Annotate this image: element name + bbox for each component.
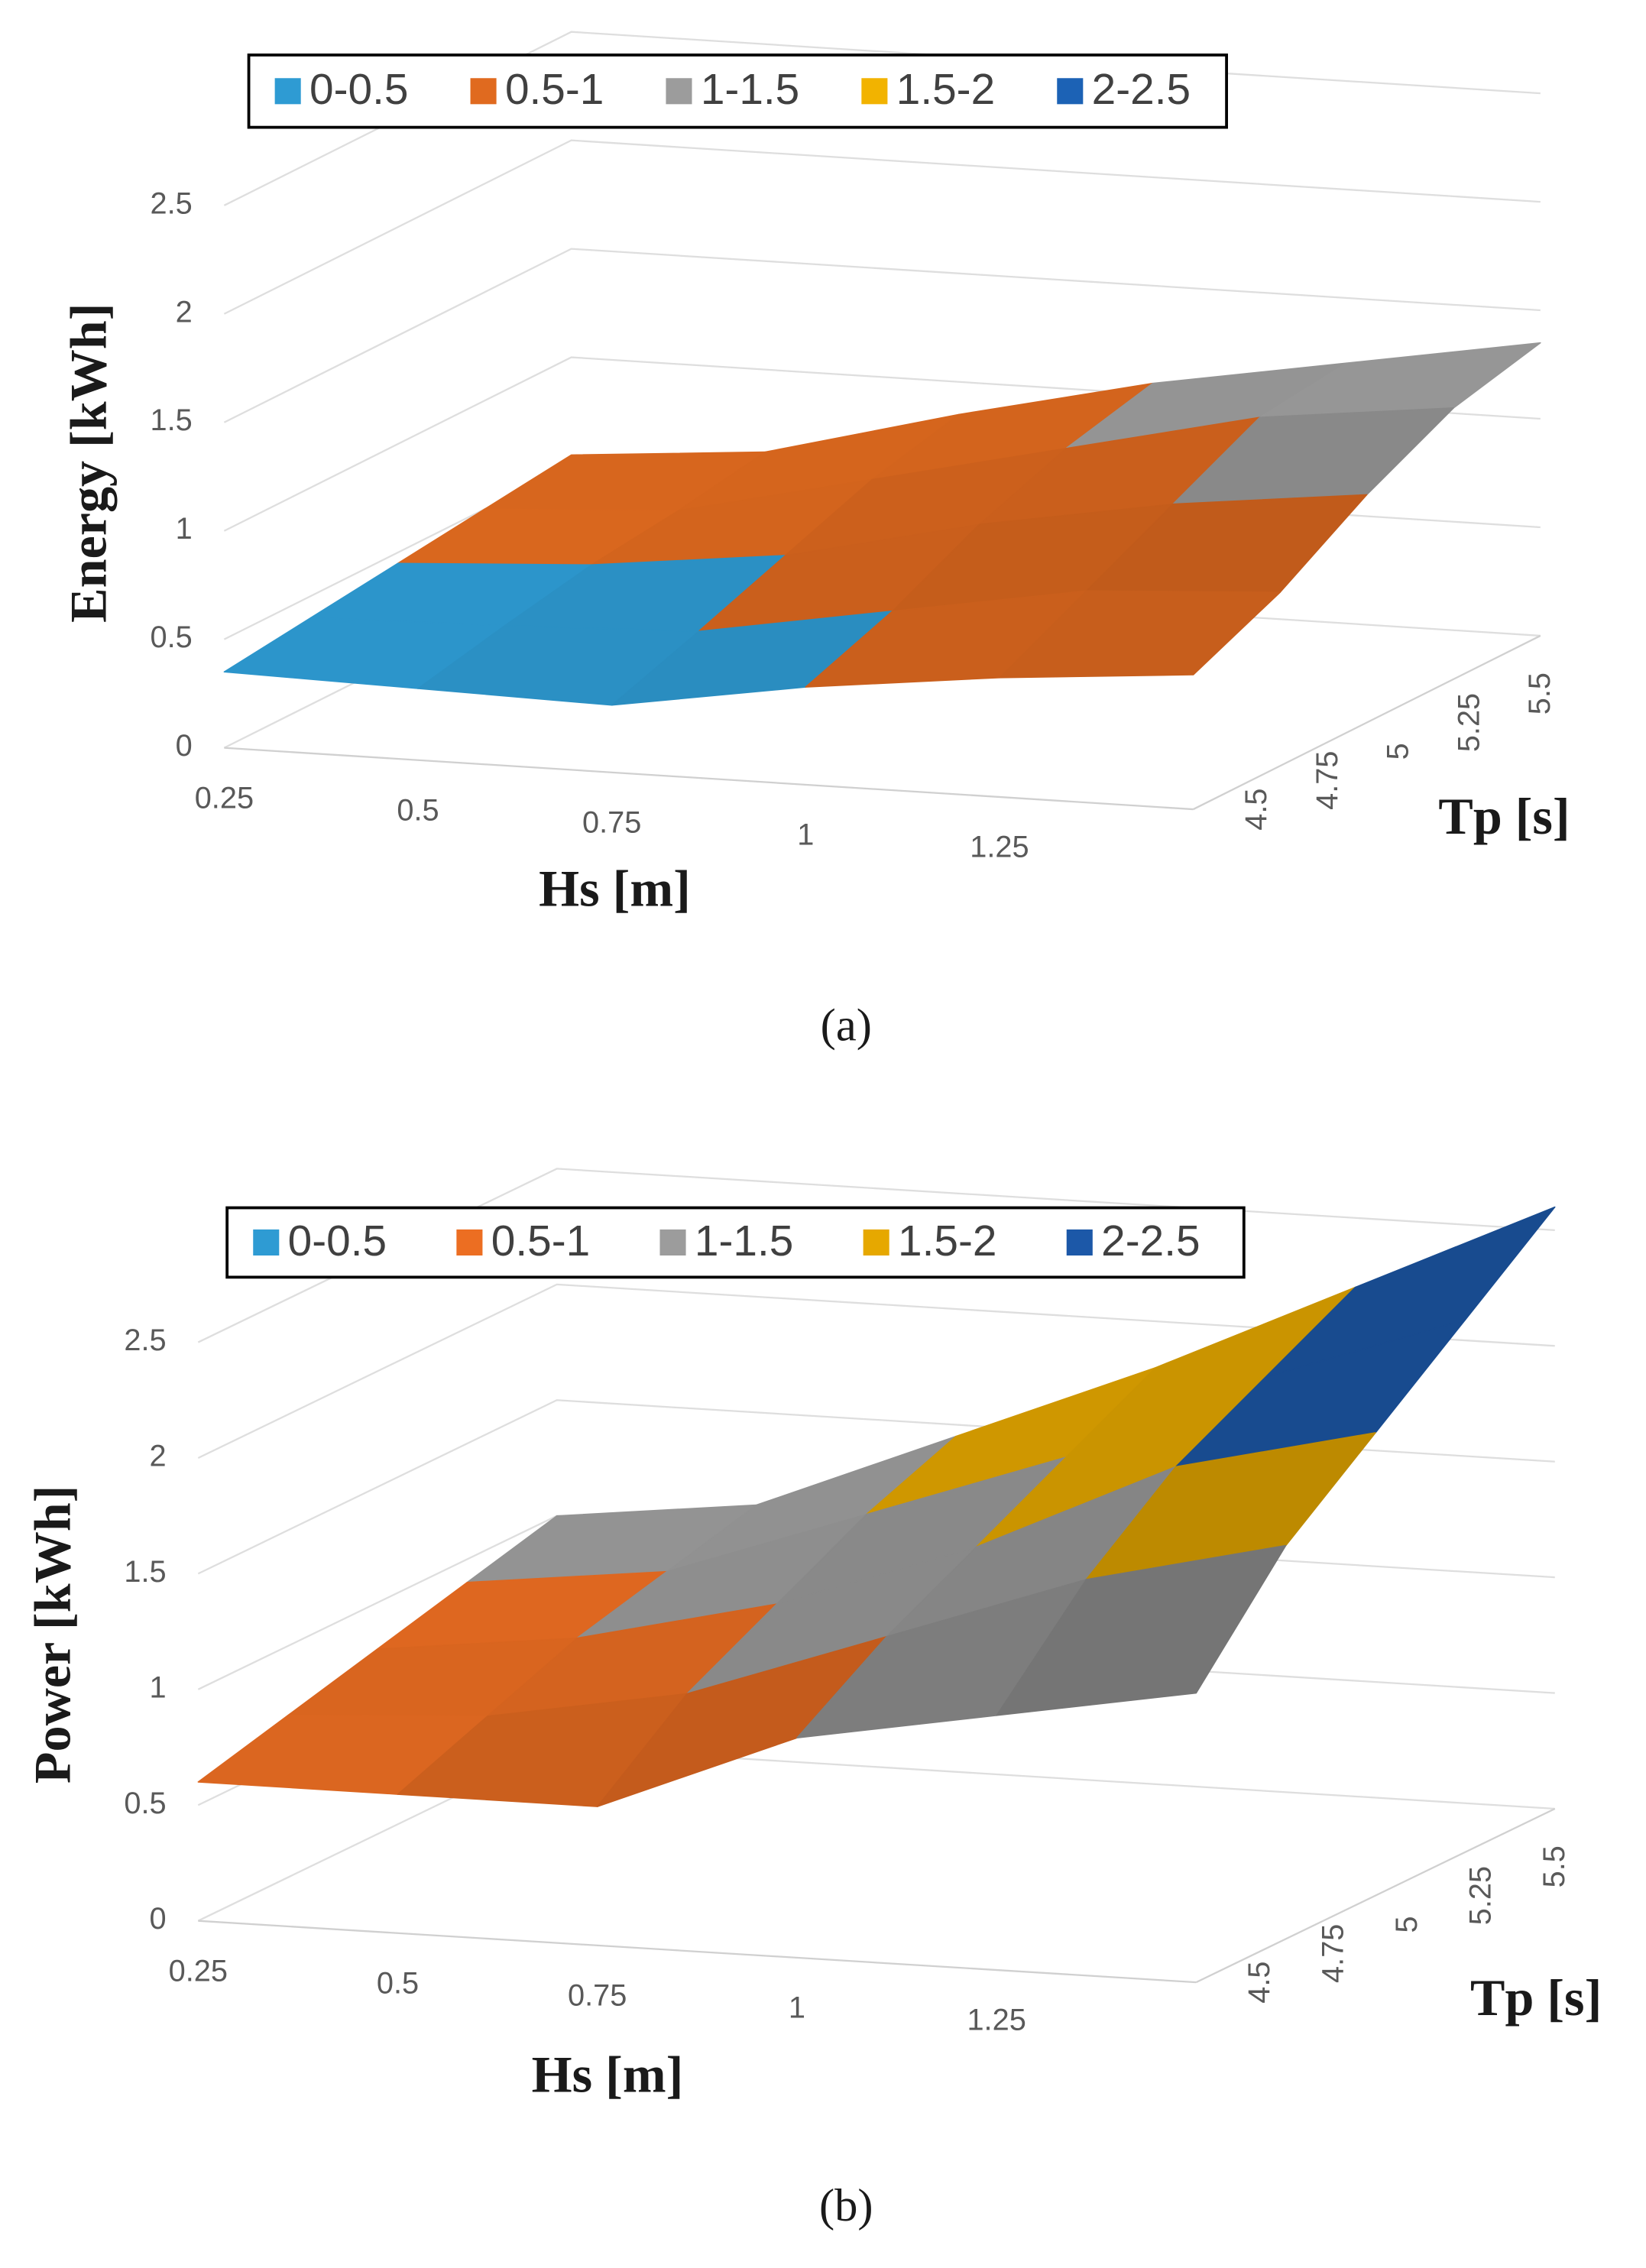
legend-swatch (470, 78, 497, 105)
y-axis-title: Tp [s] (1470, 1968, 1602, 2027)
x-axis-title: Hs [m] (539, 859, 691, 917)
z-tick-label: 2.5 (150, 186, 192, 220)
z-tick-label: 1 (150, 1670, 167, 1704)
surface-cell (999, 590, 1281, 679)
legend-label: 0.5-1 (505, 66, 604, 114)
caption: (a) (821, 1000, 872, 1051)
y-axis-title: Tp [s] (1438, 787, 1570, 845)
x-axis-title: Hs [m] (532, 2046, 684, 2104)
legend-swatch (861, 78, 888, 105)
legend-label: 1-1.5 (701, 66, 799, 114)
surface-cell (996, 1544, 1287, 1716)
legend-swatch (1057, 78, 1084, 105)
x-tick-label: 0.25 (169, 1954, 228, 1988)
caption: (b) (819, 2180, 873, 2231)
z-tick-label: 0.5 (150, 620, 192, 654)
legend-label: 0-0.5 (288, 1217, 387, 1265)
x-tick-label: 0.75 (568, 1978, 627, 2012)
x-tick-label: 1 (797, 818, 814, 852)
legend-label: 1.5-2 (898, 1217, 996, 1265)
z-tick-label: 0 (150, 1902, 167, 1936)
legend-swatch (659, 1229, 686, 1256)
y-tick-label: 4.5 (1239, 788, 1273, 830)
z-tick-label: 0 (176, 729, 193, 763)
x-tick-label: 0.75 (582, 805, 641, 839)
y-tick-label: 5.5 (1537, 1845, 1571, 1887)
legend-swatch (253, 1229, 280, 1256)
y-tick-label: 5.25 (1452, 693, 1486, 752)
legend-label: 2-2.5 (1101, 1217, 1200, 1265)
y-axis-line (1195, 1807, 1556, 1984)
z-tick-label: 1.5 (124, 1555, 166, 1589)
legend-label: 0-0.5 (309, 66, 408, 114)
legend-label: 1-1.5 (695, 1217, 793, 1265)
x-tick-label: 0.5 (397, 793, 439, 827)
x-tick-label: 0.5 (377, 1966, 419, 2000)
z-tick-label: 0.5 (124, 1787, 166, 1820)
z-tick-label: 2.5 (124, 1324, 166, 1357)
z-tick-label: 1 (176, 512, 193, 546)
z-tick-label: 2 (176, 295, 193, 329)
y-tick-label: 4.75 (1311, 751, 1344, 810)
x-tick-label: 1.25 (967, 2004, 1026, 2037)
grid-line (197, 1283, 1555, 1460)
z-tick-label: 1.5 (150, 403, 192, 437)
y-tick-label: 4.75 (1317, 1924, 1350, 1983)
z-axis-title: Energy [kWh] (60, 303, 118, 623)
legend-label: 2-2.5 (1092, 66, 1191, 114)
x-tick-label: 0.25 (195, 781, 254, 815)
z-tick-label: 2 (150, 1439, 167, 1473)
x-tick-label: 1 (789, 1991, 805, 2025)
x-tick-label: 1.25 (970, 831, 1029, 864)
legend-swatch (863, 1229, 889, 1256)
legend-swatch (456, 1229, 483, 1256)
legend-label: 1.5-2 (896, 66, 995, 114)
legend-swatch (1066, 1229, 1093, 1256)
legend-swatch (274, 78, 301, 105)
y-tick-label: 5 (1390, 1916, 1424, 1933)
y-tick-label: 5.25 (1464, 1866, 1498, 1925)
x-axis-line (198, 1920, 1197, 1984)
legend-swatch (666, 78, 692, 105)
z-axis-title: Power [kWh] (23, 1486, 81, 1784)
grid-line (223, 139, 1541, 315)
y-axis-line (1193, 634, 1541, 811)
y-tick-label: 5 (1382, 743, 1415, 760)
y-tick-label: 5.5 (1523, 672, 1557, 714)
grid-line (223, 248, 1541, 423)
legend-label: 0.5-1 (491, 1217, 590, 1265)
y-tick-label: 4.5 (1243, 1961, 1276, 2003)
x-axis-line (224, 747, 1194, 811)
